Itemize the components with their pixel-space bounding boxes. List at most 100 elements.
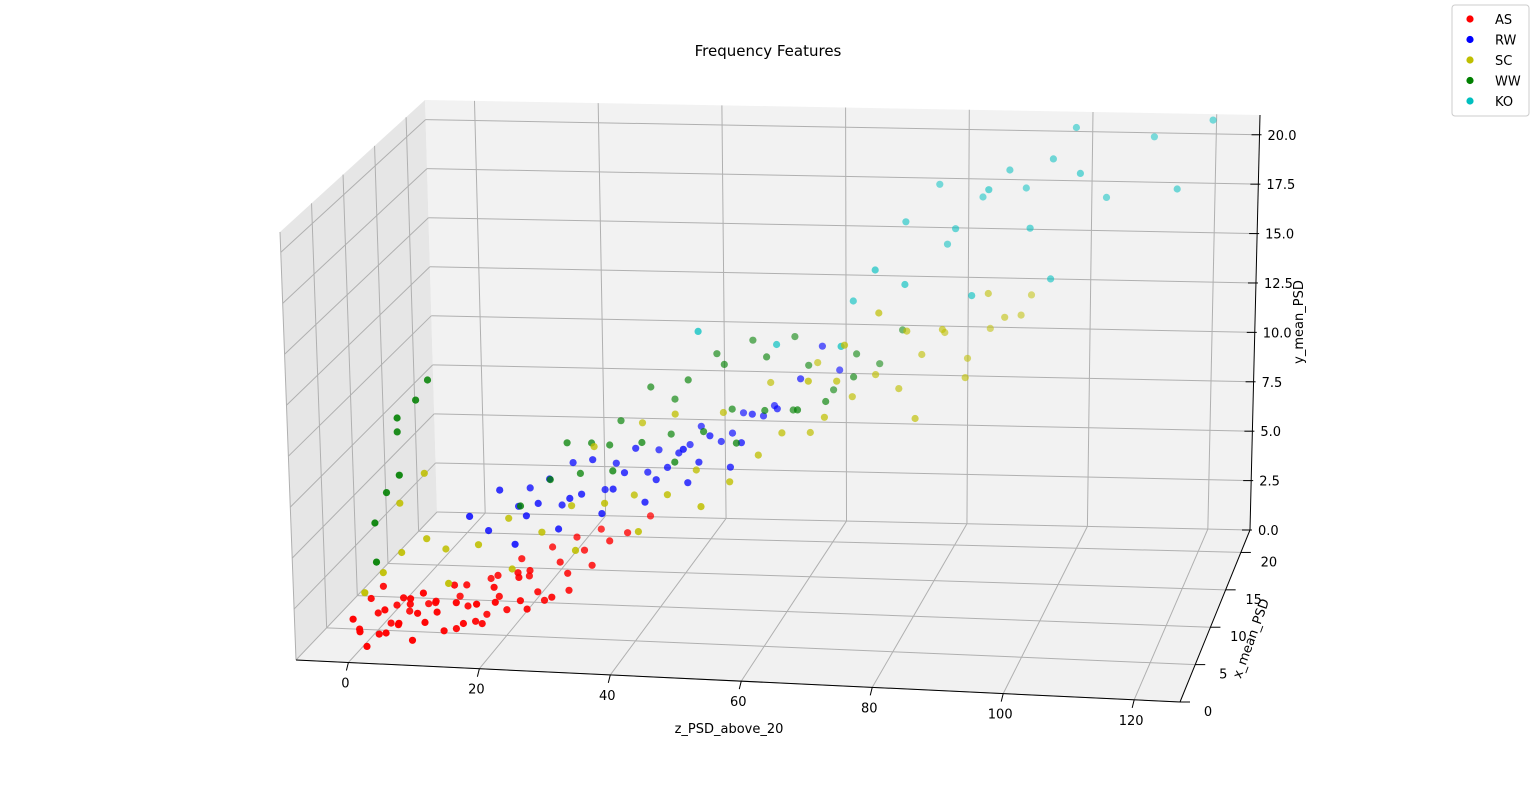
x-tick-label: 60 [730, 695, 747, 710]
point-sc [911, 414, 919, 423]
legend-marker-ww [1466, 76, 1474, 85]
left-pane [280, 100, 437, 660]
point-as [375, 630, 383, 638]
point-rw [759, 412, 768, 420]
point-as [548, 593, 556, 601]
point-rw [632, 444, 640, 452]
z-tick-label: 2.5 [1259, 475, 1280, 490]
legend-label-as: AS [1495, 13, 1512, 28]
point-sc [814, 359, 822, 367]
point-as [483, 610, 491, 618]
point-as [516, 597, 525, 605]
point-rw [555, 525, 563, 533]
legend-marker-ko [1466, 97, 1474, 105]
point-as [379, 582, 387, 590]
z-gridline-side [289, 364, 434, 508]
point-as [414, 609, 422, 617]
point-ko [1022, 184, 1030, 192]
legend-label-ko: KO [1495, 95, 1513, 110]
point-sc [420, 469, 428, 477]
y-tick-label: 10 [1230, 630, 1247, 645]
legend-items: AS RW SC WW KO [1466, 13, 1521, 110]
point-ko [1076, 169, 1084, 177]
point-as [503, 606, 511, 614]
point-ko [694, 327, 702, 335]
point-sc [671, 410, 679, 418]
point-ww [647, 383, 655, 391]
point-sc [1027, 291, 1036, 299]
point-rw [679, 445, 687, 453]
point-rw [695, 458, 703, 466]
point-ww [713, 350, 721, 358]
x-gridline-floor [478, 515, 607, 670]
x-tick [476, 668, 480, 677]
scatter-points [349, 116, 1217, 651]
point-ww [516, 502, 525, 510]
point-ww [606, 441, 614, 449]
point-rw [728, 429, 737, 437]
point-rw [748, 410, 756, 418]
point-ko [1209, 116, 1217, 124]
point-rw [601, 486, 609, 494]
point-ww [393, 414, 401, 422]
point-sc [840, 341, 849, 349]
point-rw [598, 509, 606, 518]
point-as [433, 608, 441, 616]
point-ww [671, 458, 679, 466]
point-sc [806, 428, 814, 437]
point-rw [558, 501, 566, 509]
z-gridline-side [286, 266, 431, 406]
point-as [367, 594, 375, 603]
point-sc [474, 541, 483, 549]
point-rw [589, 456, 597, 464]
point-as [395, 619, 403, 627]
point-ww [563, 439, 571, 447]
point-ww [876, 360, 884, 368]
x-tick [1000, 693, 1004, 702]
point-sc [423, 535, 431, 543]
z-gridline-side [288, 315, 432, 457]
point-as [452, 599, 460, 607]
point-sc [697, 503, 705, 511]
z-gridline-back [429, 266, 1256, 284]
x-tick-label: 40 [599, 689, 616, 704]
point-rw [655, 446, 663, 454]
point-ww [576, 469, 585, 477]
point-as [419, 589, 427, 597]
point-as [525, 572, 534, 580]
point-sc [754, 451, 762, 459]
point-sc [361, 589, 369, 597]
y-tick-label: 15 [1245, 593, 1262, 608]
point-rw [466, 512, 474, 521]
y-tick-label: 5 [1219, 668, 1227, 683]
point-ko [1173, 185, 1181, 193]
point-as [456, 592, 464, 600]
z-gridline-side [293, 462, 436, 610]
y-axis-line [1179, 529, 1251, 703]
point-ww [395, 471, 403, 479]
point-sc [984, 289, 992, 298]
point-ko [1047, 275, 1055, 283]
point-rw [496, 486, 504, 494]
point-ko [979, 193, 987, 201]
point-rw [578, 490, 586, 498]
point-as [387, 619, 395, 627]
point-rw [641, 498, 649, 506]
legend: AS RW SC WW KO [1451, 4, 1530, 117]
point-as [491, 598, 499, 606]
z-gridline-side [282, 168, 428, 304]
point-ko [849, 297, 857, 305]
legend-marker-sc [1466, 56, 1474, 64]
point-rw [522, 512, 531, 520]
x-tick [1131, 699, 1135, 708]
y-gridline-floor [418, 530, 1241, 553]
y-gridline-floor [326, 627, 1196, 666]
point-sc [872, 371, 880, 379]
z-gridline-back [426, 168, 1259, 185]
point-as [646, 512, 655, 520]
point-ko [773, 340, 781, 349]
point-as [606, 537, 614, 545]
point-as [407, 595, 415, 603]
point-sc [398, 548, 406, 557]
